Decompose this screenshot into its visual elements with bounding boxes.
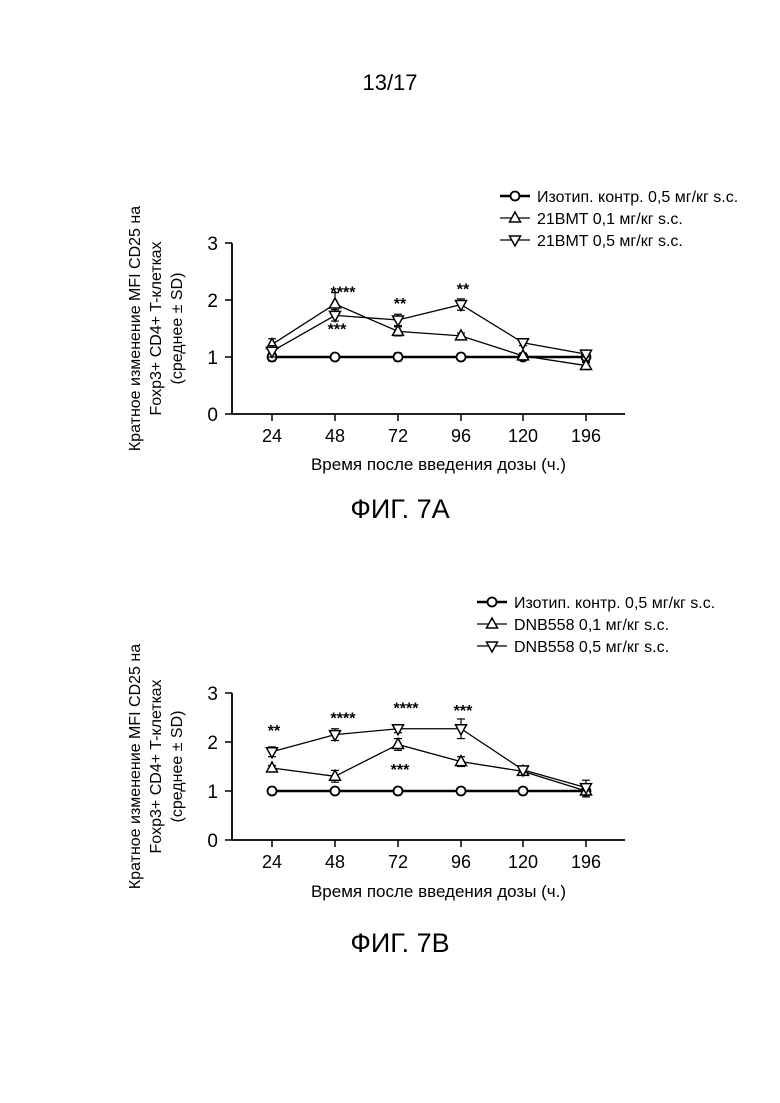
data-point — [393, 738, 404, 748]
series-0 — [268, 351, 591, 362]
data-point — [394, 787, 403, 796]
y-tick-label: 3 — [207, 684, 218, 705]
x-tick-label: 120 — [508, 426, 538, 446]
data-point — [456, 330, 467, 340]
x-tick-label: 72 — [388, 852, 408, 872]
x-tick-label: 96 — [451, 852, 471, 872]
significance-label: ** — [268, 723, 281, 740]
legend-marker — [510, 212, 521, 222]
data-point — [457, 787, 466, 796]
legend-label: DNB558 0,1 мг/кг s.c. — [514, 617, 669, 634]
x-tick-label: 120 — [508, 852, 538, 872]
legend-marker — [487, 618, 498, 628]
legend-label: Изотип. контр. 0,5 мг/кг s.c. — [537, 189, 738, 206]
legend-marker — [488, 598, 497, 607]
data-point — [394, 353, 403, 362]
series-2 — [267, 299, 592, 360]
series-2 — [267, 719, 592, 795]
data-point — [267, 762, 278, 772]
x-axis-label: Время после введения дозы (ч.) — [311, 455, 566, 474]
y-tick-label: 2 — [207, 291, 218, 312]
y-axis-label-line: (среднее ± SD) — [169, 711, 186, 823]
significance-label: *** — [391, 762, 410, 779]
figure-caption: ФИГ. 7A — [350, 494, 449, 524]
x-tick-label: 48 — [325, 426, 345, 446]
significance-label: **** — [331, 711, 357, 728]
x-tick-label: 196 — [571, 426, 601, 446]
significance-label: *** — [454, 703, 473, 720]
series-1 — [267, 738, 592, 796]
data-point — [519, 787, 528, 796]
figure-caption: ФИГ. 7B — [350, 928, 449, 958]
data-point — [393, 316, 404, 326]
series-line — [272, 305, 586, 355]
legend-label: DNB558 0,5 мг/кг s.c. — [514, 639, 669, 656]
significance-label: ** — [457, 282, 470, 299]
legend-marker — [487, 642, 498, 652]
legend-marker — [510, 236, 521, 246]
significance-label: **** — [331, 284, 357, 301]
series-line — [272, 744, 586, 791]
chart-7b: 0 1 2 3 24 48 72 96 120 196 Время после введения д… — [127, 595, 715, 958]
data-point — [457, 353, 466, 362]
legend: Изотип. контр. 0,5 мг/кг s.c. 21BMT 0,1 м… — [500, 189, 738, 250]
y-axis-label-line: (среднее ± SD) — [169, 273, 186, 385]
y-axis-label: Кратное изменение MFI CD25 наFoxp3+ CD4+… — [127, 206, 186, 451]
x-tick-label: 72 — [388, 426, 408, 446]
x-axis-label: Время после введения дозы (ч.) — [311, 882, 566, 901]
y-tick-label: 0 — [207, 831, 218, 852]
series-line — [272, 729, 586, 788]
significance-label: **** — [394, 701, 420, 718]
y-axis-label: Кратное изменение MFI CD25 наFoxp3+ CD4+… — [127, 644, 186, 889]
chart-7a: 0 1 2 3 24 48 72 96 120 196 Время после введения д… — [127, 189, 738, 524]
data-point — [331, 353, 340, 362]
data-point — [331, 787, 340, 796]
y-axis-label-line: Foxp3+ CD4+ T-клеткaх — [148, 679, 165, 853]
legend-marker — [511, 192, 520, 201]
series-0 — [268, 785, 591, 797]
x-tick-label: 24 — [262, 426, 282, 446]
legend-label: 21BMT 0,5 мг/кг s.c. — [537, 233, 683, 250]
x-tick-label: 24 — [262, 852, 282, 872]
data-point — [268, 787, 277, 796]
significance-label: ** — [394, 296, 407, 313]
legend: Изотип. контр. 0,5 мг/кг s.c. DNB558 0,1 … — [477, 595, 715, 656]
y-tick-label: 1 — [207, 782, 218, 803]
y-axis-label-line: Кратное изменение MFI CD25 на — [127, 206, 144, 451]
legend-label: 21BMT 0,1 мг/кг s.c. — [537, 211, 683, 228]
legend-label: Изотип. контр. 0,5 мг/кг s.c. — [514, 595, 715, 612]
x-tick-label: 96 — [451, 426, 471, 446]
y-axis-label-line: Кратное изменение MFI CD25 на — [127, 644, 144, 889]
x-tick-label: 196 — [571, 852, 601, 872]
y-tick-label: 0 — [207, 405, 218, 426]
significance-label: *** — [328, 322, 347, 339]
y-tick-label: 3 — [207, 234, 218, 255]
x-tick-label: 48 — [325, 852, 345, 872]
data-point — [330, 311, 341, 321]
y-tick-label: 1 — [207, 348, 218, 369]
data-point — [456, 725, 467, 735]
y-axis-label-line: Foxp3+ CD4+ T-клеткaх — [148, 241, 165, 415]
y-tick-label: 2 — [207, 733, 218, 754]
